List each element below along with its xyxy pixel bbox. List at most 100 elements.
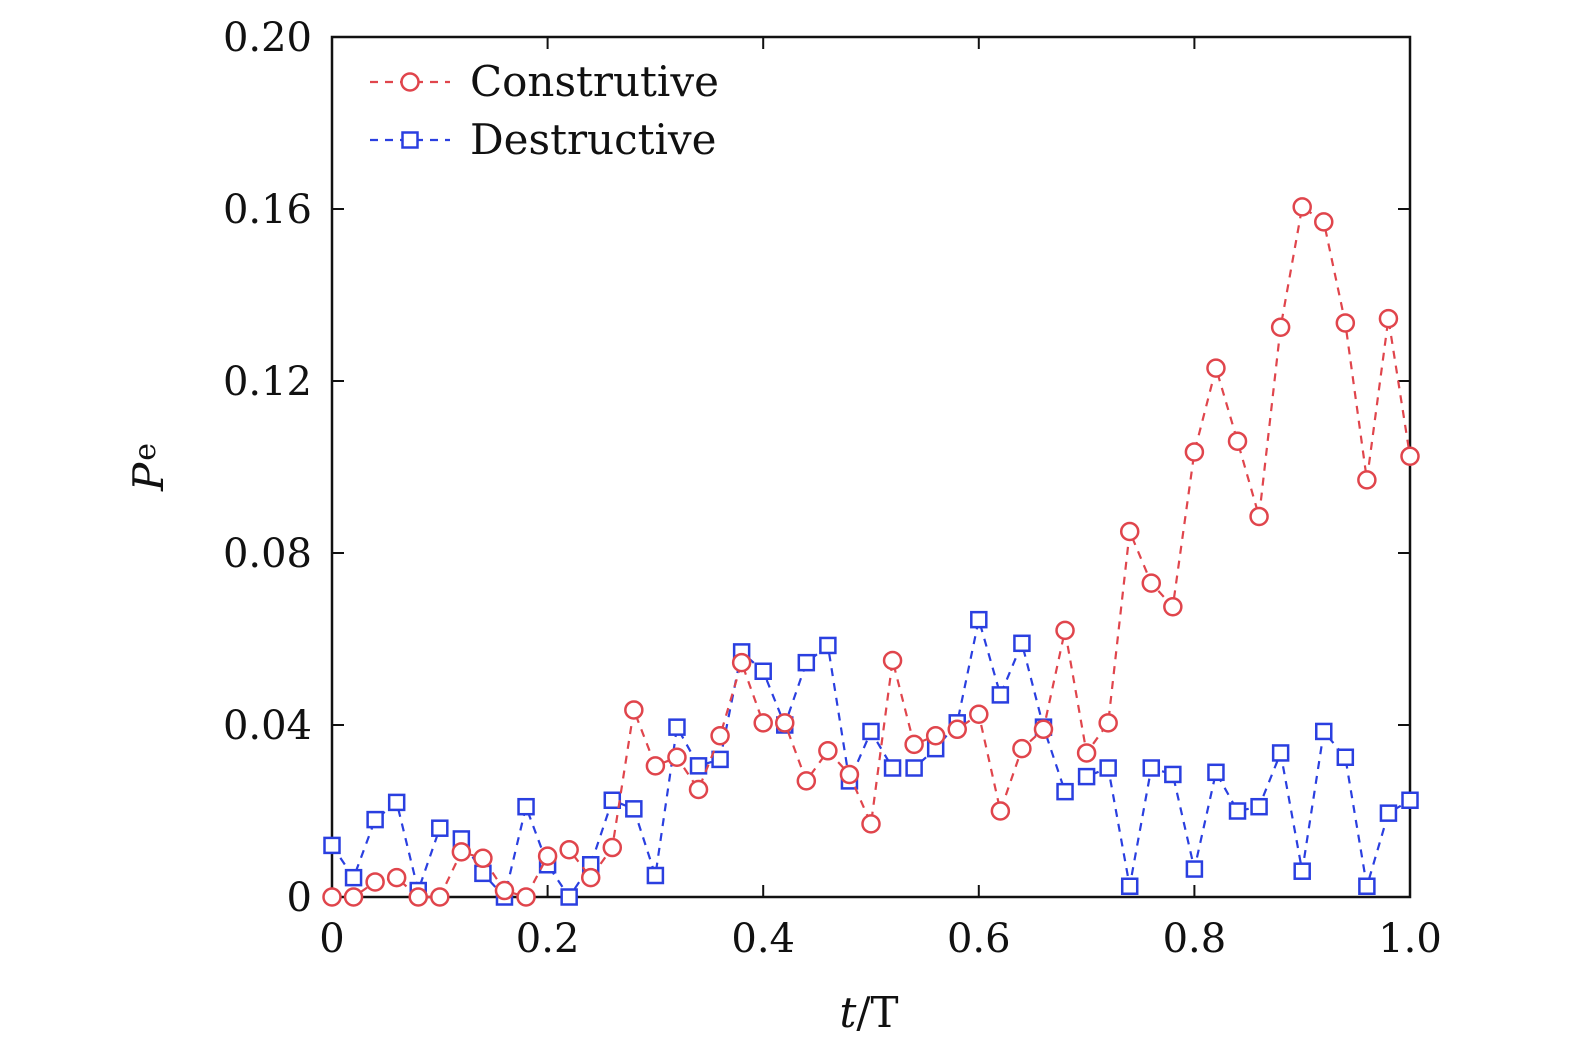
data-point-destructive: [1013, 634, 1031, 653]
data-point-construtive: [494, 880, 515, 901]
data-point-construtive: [473, 848, 493, 869]
data-point-construtive: [1012, 738, 1032, 759]
data-point-destructive: [517, 797, 535, 816]
data-point-construtive: [645, 756, 666, 776]
data-point-destructive: [1120, 877, 1139, 895]
data-point-construtive: [365, 872, 385, 892]
data-point-destructive: [1077, 767, 1096, 786]
data-point-construtive: [1314, 212, 1334, 232]
data-point-destructive: [1336, 748, 1355, 766]
data-point-construtive: [731, 652, 752, 673]
data-point-construtive: [839, 764, 860, 785]
legend: Construtive Destructive: [370, 57, 719, 164]
data-point-destructive: [1358, 877, 1376, 895]
data-point-destructive: [819, 636, 837, 655]
data-point-construtive: [1378, 308, 1399, 329]
data-point-destructive: [862, 722, 880, 741]
data-point-construtive: [408, 887, 428, 907]
data-point-destructive: [970, 610, 988, 629]
legend-marker: [401, 131, 419, 149]
data-point-construtive: [688, 779, 709, 800]
data-point-construtive: [386, 867, 407, 888]
data-point-construtive: [1357, 470, 1377, 490]
x-axis-title: t/T: [839, 988, 898, 1037]
data-point-construtive: [343, 887, 364, 907]
data-point-construtive: [1163, 597, 1183, 617]
data-point-destructive: [1401, 791, 1419, 809]
y-tick-label: 0.12: [223, 359, 312, 405]
data-point-destructive: [431, 819, 449, 837]
y-axis: 0 0.04 0.08 0.12 0.16 0.20: [223, 15, 1410, 921]
data-point-destructive: [991, 686, 1010, 704]
data-point-destructive: [387, 793, 406, 812]
data-point-destructive: [1271, 744, 1290, 762]
data-point-construtive: [753, 713, 773, 733]
data-point-destructive: [344, 868, 363, 887]
x-tick-label: 0.4: [731, 916, 795, 962]
data-point-destructive: [1315, 722, 1333, 741]
y-axis-title: Pe: [124, 443, 173, 492]
data-point-destructive: [1056, 782, 1074, 801]
data-point-destructive: [1250, 797, 1268, 816]
data-point-construtive: [451, 842, 472, 862]
data-point-destructive: [1142, 759, 1161, 777]
data-point-construtive: [516, 887, 536, 907]
x-tick-label: 1.0: [1378, 916, 1442, 962]
data-point-construtive: [322, 887, 342, 907]
legend-label: Construtive: [470, 57, 719, 106]
data-point-construtive: [969, 704, 989, 724]
series-layer: [322, 197, 1420, 907]
y-tick-label: 0: [287, 875, 312, 921]
series-line-construtive: [332, 205, 1412, 899]
data-point-destructive: [1164, 765, 1182, 784]
data-point-construtive: [1055, 620, 1075, 641]
data-point-construtive: [1227, 431, 1248, 451]
data-point-construtive: [1184, 442, 1205, 462]
series-construtive: [322, 197, 1420, 907]
legend-label: Destructive: [470, 115, 717, 164]
data-point-construtive: [580, 867, 601, 888]
data-point-destructive: [603, 791, 622, 809]
data-point-construtive: [624, 700, 644, 720]
data-point-destructive: [668, 718, 686, 736]
data-point-destructive: [646, 866, 665, 885]
data-point-construtive: [537, 846, 558, 866]
data-point-construtive: [559, 839, 579, 860]
data-point-destructive: [323, 836, 341, 855]
x-tick-label: 0.2: [516, 916, 580, 962]
data-point-construtive: [796, 771, 817, 791]
data-point-construtive: [1335, 313, 1356, 333]
data-point-construtive: [818, 741, 838, 761]
data-point-destructive: [1379, 804, 1398, 822]
x-tick-label: 0.6: [947, 916, 1011, 962]
data-point-construtive: [1270, 317, 1291, 337]
data-point-construtive: [882, 650, 903, 671]
data-point-construtive: [602, 837, 623, 858]
data-point-destructive: [905, 759, 923, 777]
data-point-destructive: [689, 757, 708, 775]
data-point-destructive: [797, 653, 816, 672]
data-point-construtive: [1249, 506, 1269, 527]
data-point-destructive: [883, 759, 902, 777]
data-point-destructive: [1185, 860, 1204, 878]
data-point-construtive: [925, 726, 946, 746]
legend-item-destructive: Destructive: [370, 115, 717, 164]
data-point-construtive: [775, 713, 795, 733]
y-tick-label: 0.16: [223, 187, 312, 233]
data-point-construtive: [1141, 573, 1162, 593]
data-point-construtive: [710, 726, 730, 746]
data-point-destructive: [1207, 763, 1225, 782]
legend-marker: [400, 72, 420, 92]
data-point-construtive: [667, 747, 687, 767]
y-tick-label: 0.08: [223, 531, 312, 577]
data-point-construtive: [1076, 743, 1097, 763]
data-point-construtive: [947, 719, 967, 740]
data-point-destructive: [754, 662, 772, 680]
x-tick-label: 0.8: [1163, 916, 1227, 962]
plot-frame: [330, 35, 1412, 899]
y-tick-label: 0.20: [223, 15, 312, 61]
data-point-construtive: [1119, 521, 1140, 542]
data-point-construtive: [1292, 197, 1312, 217]
legend-item-construtive: Construtive: [370, 57, 719, 106]
